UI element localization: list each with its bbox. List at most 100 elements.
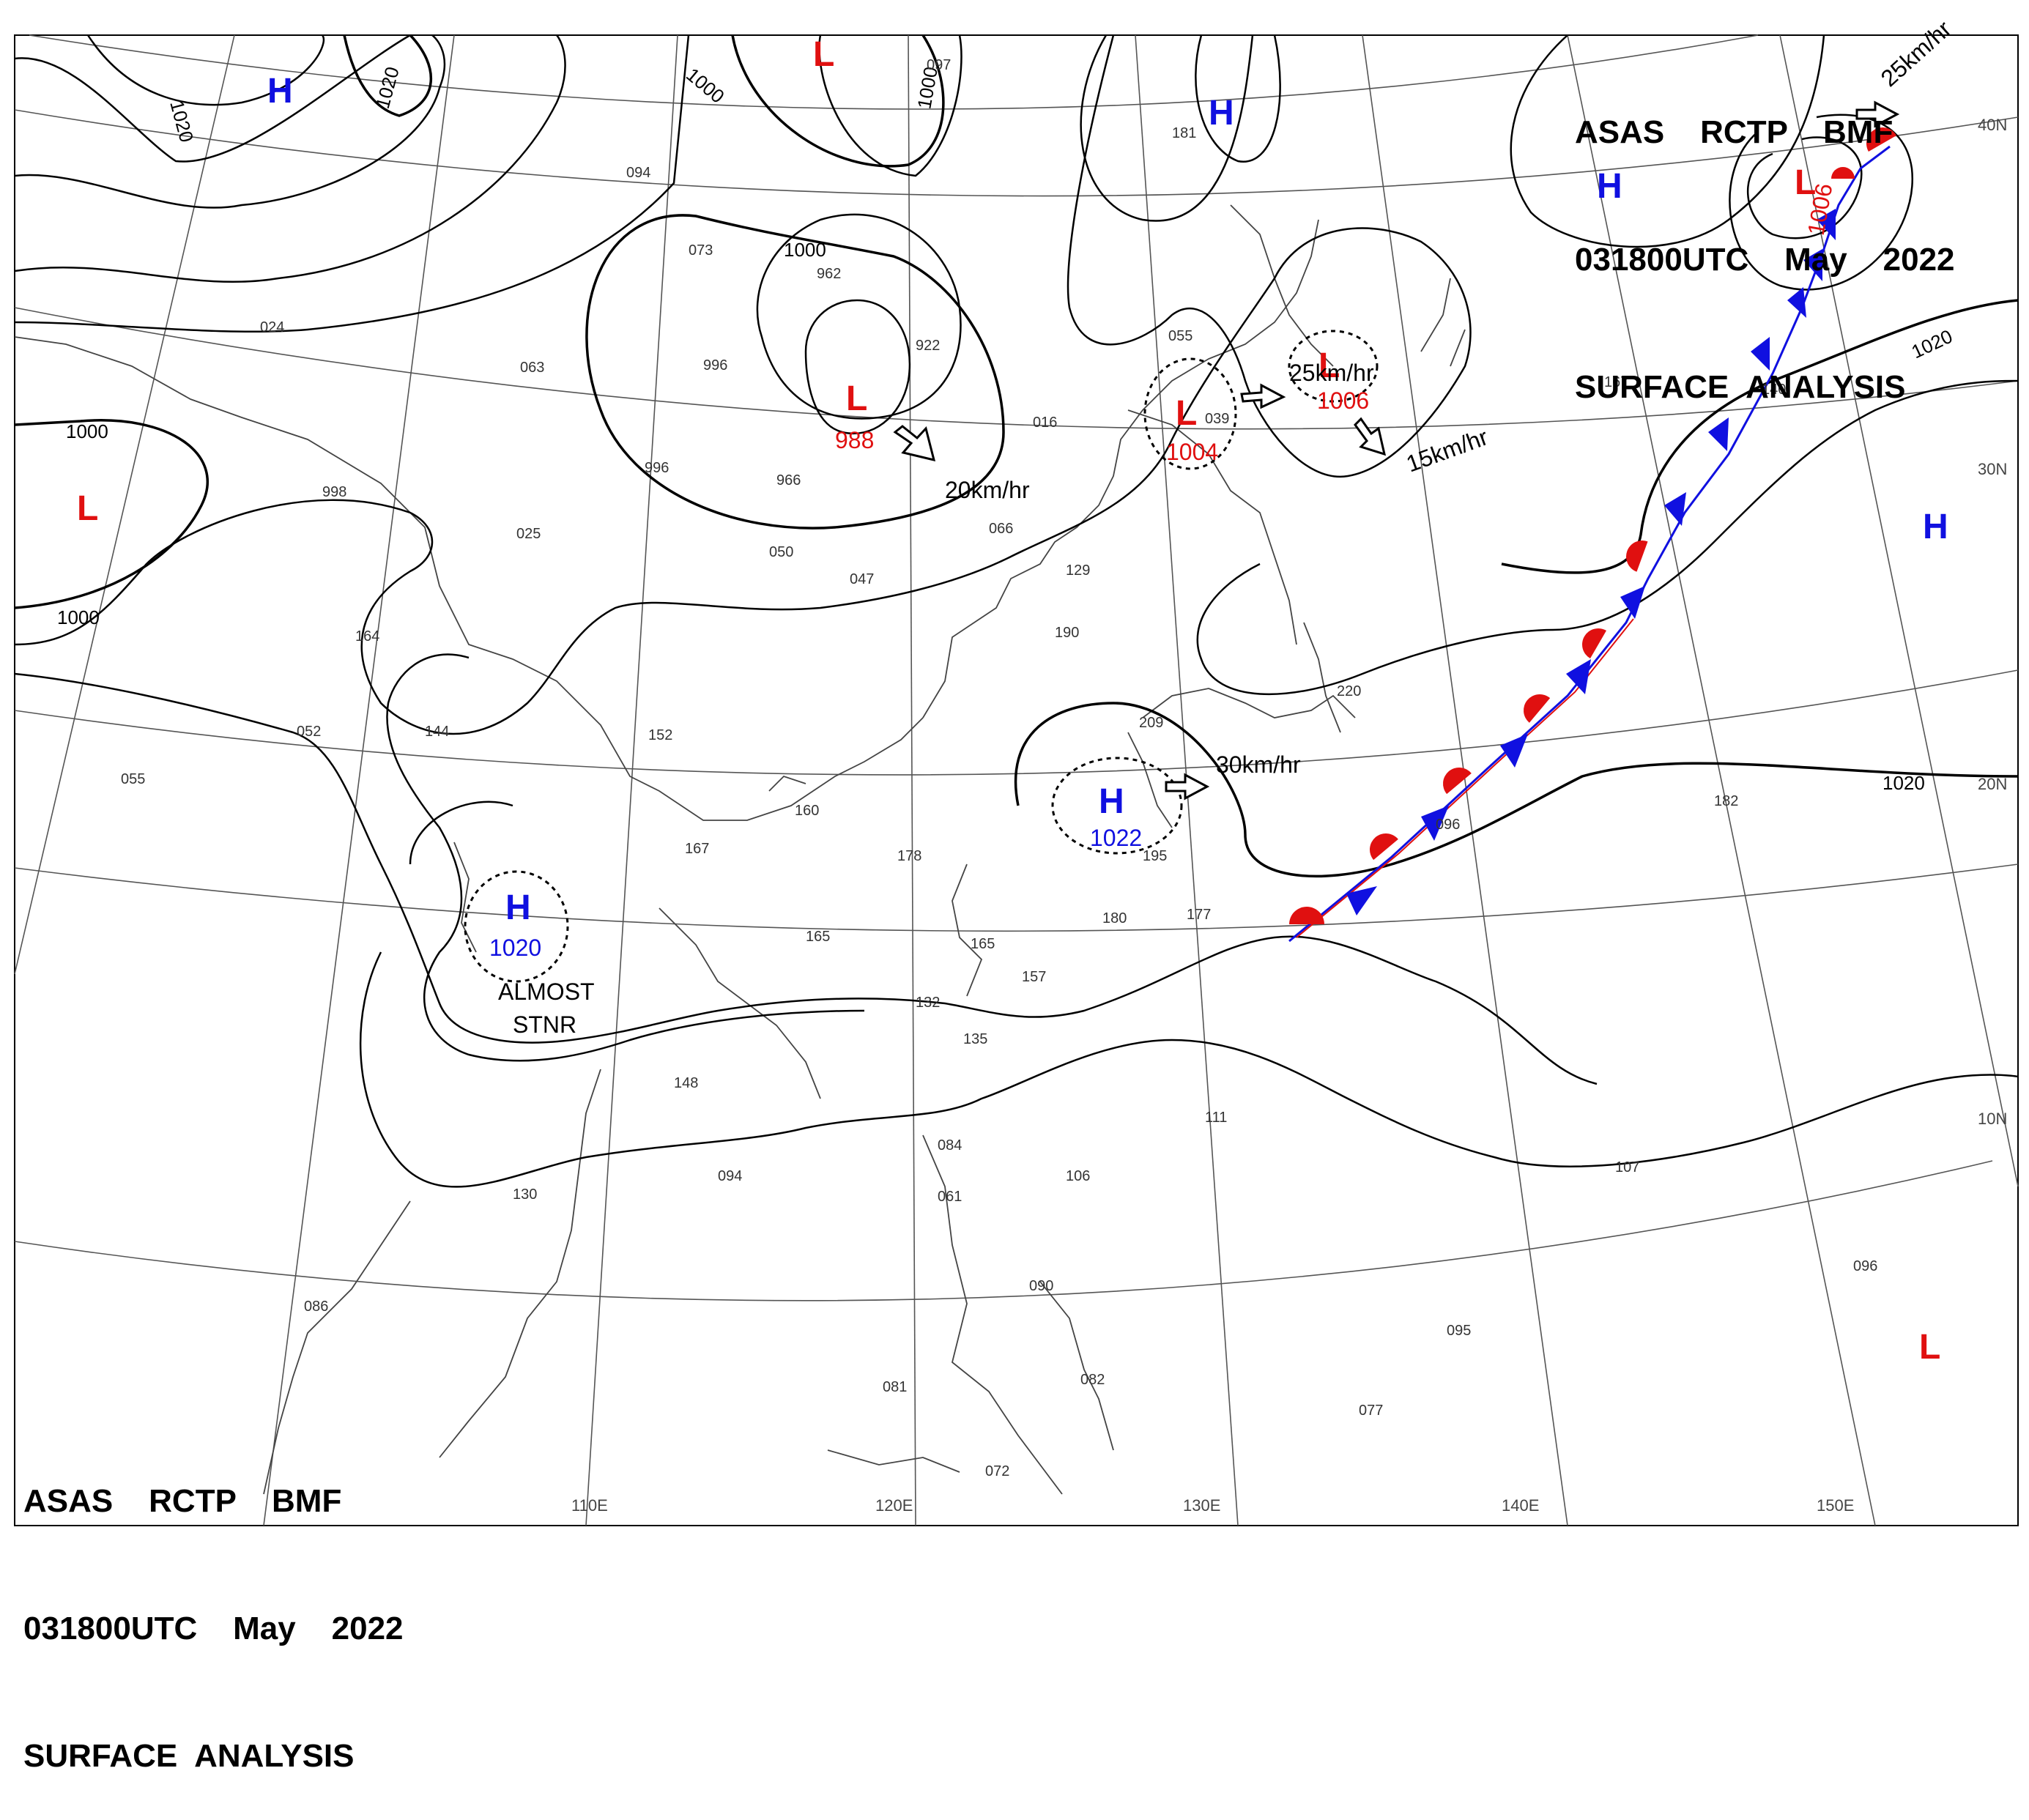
high-pressure-center: H [1099,782,1124,821]
title-line-2: 031800UTC May 2022 [23,1611,404,1646]
station-plot-group: 094 073 962 922 996 996 966 016 055 039 … [121,57,1877,1479]
station-value: 106 [1066,1168,1090,1184]
station-value: 922 [916,338,940,354]
station-value: 082 [1080,1372,1105,1388]
station-value: 052 [297,724,321,740]
motion-label: 30km/hr [1216,751,1301,778]
latitude-label: 30N [1978,460,2007,478]
station-value: 039 [1205,411,1229,427]
longitude-label: 150E [1817,1496,1854,1515]
station-value: 094 [718,1168,742,1184]
chart-title-top: ASAS RCTP BMF 031800UTC May 2022 SURFACE… [1575,26,1955,451]
station-value: 130 [513,1186,537,1203]
motion-arrow [1240,383,1286,409]
station-value: 177 [1187,907,1211,923]
station-value: 072 [985,1463,1009,1479]
almost-stationary-label: STNR [513,1011,576,1038]
almost-stationary-label: ALMOST [498,978,595,1005]
title-line-1: ASAS RCTP BMF [23,1483,342,1519]
pressure-value-group: 988 1004 1006 1006 1022 1020 [489,182,1838,961]
isobar-label: 1000 [66,420,108,442]
pressure-value: 988 [835,427,874,453]
station-value: 025 [516,526,541,542]
station-value: 077 [1359,1403,1383,1419]
station-value: 086 [304,1299,328,1315]
motion-arrow [1354,417,1387,456]
map-frame [14,34,2019,1526]
station-value: 181 [1172,125,1196,141]
station-value: 167 [1604,374,1628,390]
station-value: 160 [795,803,819,819]
station-value: 178 [897,848,921,864]
station-value: 081 [883,1379,907,1395]
station-value: 066 [989,521,1013,537]
station-value: 061 [938,1189,962,1205]
station-value: 164 [355,628,379,645]
latitude-label: 40N [1978,116,2007,134]
station-value: 055 [1168,328,1192,344]
station-value: 132 [916,995,940,1011]
isobar-label: 1020 [371,64,404,111]
station-value: 047 [850,571,874,587]
station-value: 209 [1139,715,1163,731]
station-value: 096 [1853,1258,1877,1274]
station-value: 144 [425,724,449,740]
motion-arrow [1165,773,1210,801]
graticule-label-group: 110E 120E 130E 140E 150E 40N 30N 20N 10N [571,116,2007,1515]
longitude-label: 110E [571,1496,608,1515]
coastline [14,204,1466,1495]
frontal-boundary [1288,127,1897,943]
thin-isobars [14,34,2019,1188]
title-line-1: ASAS RCTP BMF [1575,114,1893,150]
pressure-value: 1020 [489,935,541,961]
surface-analysis-map: 1020 1000 1020 1000 1000 1000 1000 1020 … [14,15,2019,1526]
low-pressure-center: L [1919,1328,1940,1367]
station-value: 097 [927,57,951,73]
low-pressure-center: H [1209,94,1234,133]
isobar-label: 1000 [682,64,729,108]
station-value: 063 [520,360,544,376]
high-pressure-center: H [267,72,293,111]
longitude-label: 120E [875,1496,913,1515]
station-value: 107 [1615,1159,1639,1175]
title-line-2: 031800UTC May 2022 [1575,242,1955,278]
station-value: 016 [1033,415,1057,431]
station-value: 148 [674,1075,698,1091]
motion-label: 15km/hr [1403,423,1491,477]
longitude-label: 130E [1183,1496,1220,1515]
station-value: 180 [1102,910,1127,926]
motion-label: 20km/hr [945,477,1030,503]
station-value: 165 [971,936,995,952]
low-pressure-center: L [1318,346,1340,385]
title-line-3: SURFACE ANALYSIS [23,1738,355,1774]
low-pressure-center: L [1795,163,1816,202]
pressure-value: 1022 [1090,825,1142,851]
chart-title-bottom: ASAS RCTP BMF 031800UTC May 2022 SURFACE… [23,1395,404,1820]
station-value: 220 [1337,683,1361,699]
graticule [14,34,2019,1526]
isobar-label: 1020 [166,98,198,145]
station-value: 090 [1029,1278,1053,1294]
high-pressure-center: H [1923,508,1948,546]
latitude-label: 20N [1978,775,2007,793]
station-value: 055 [121,771,145,787]
station-value: 157 [1022,969,1046,985]
station-value: 996 [645,460,669,476]
station-value: 966 [776,472,801,489]
station-value: 129 [1066,562,1090,579]
isobar-label: 1000 [57,606,100,628]
station-value: 167 [685,841,709,857]
motion-arrow [1855,100,1900,128]
low-pressure-center: L [1176,394,1197,433]
station-value: 073 [689,242,713,259]
station-value: 094 [626,165,650,181]
station-value: 096 [1436,817,1460,833]
longitude-label: 140E [1502,1496,1539,1515]
station-value: 996 [703,357,727,374]
station-value: 111 [1205,1110,1227,1126]
low-pressure-center: L [77,489,98,528]
station-value: 050 [769,544,793,560]
station-value: 140 [1762,382,1786,398]
dashed-circles [464,330,1379,983]
isobar-label: 1020 [1883,772,1925,794]
